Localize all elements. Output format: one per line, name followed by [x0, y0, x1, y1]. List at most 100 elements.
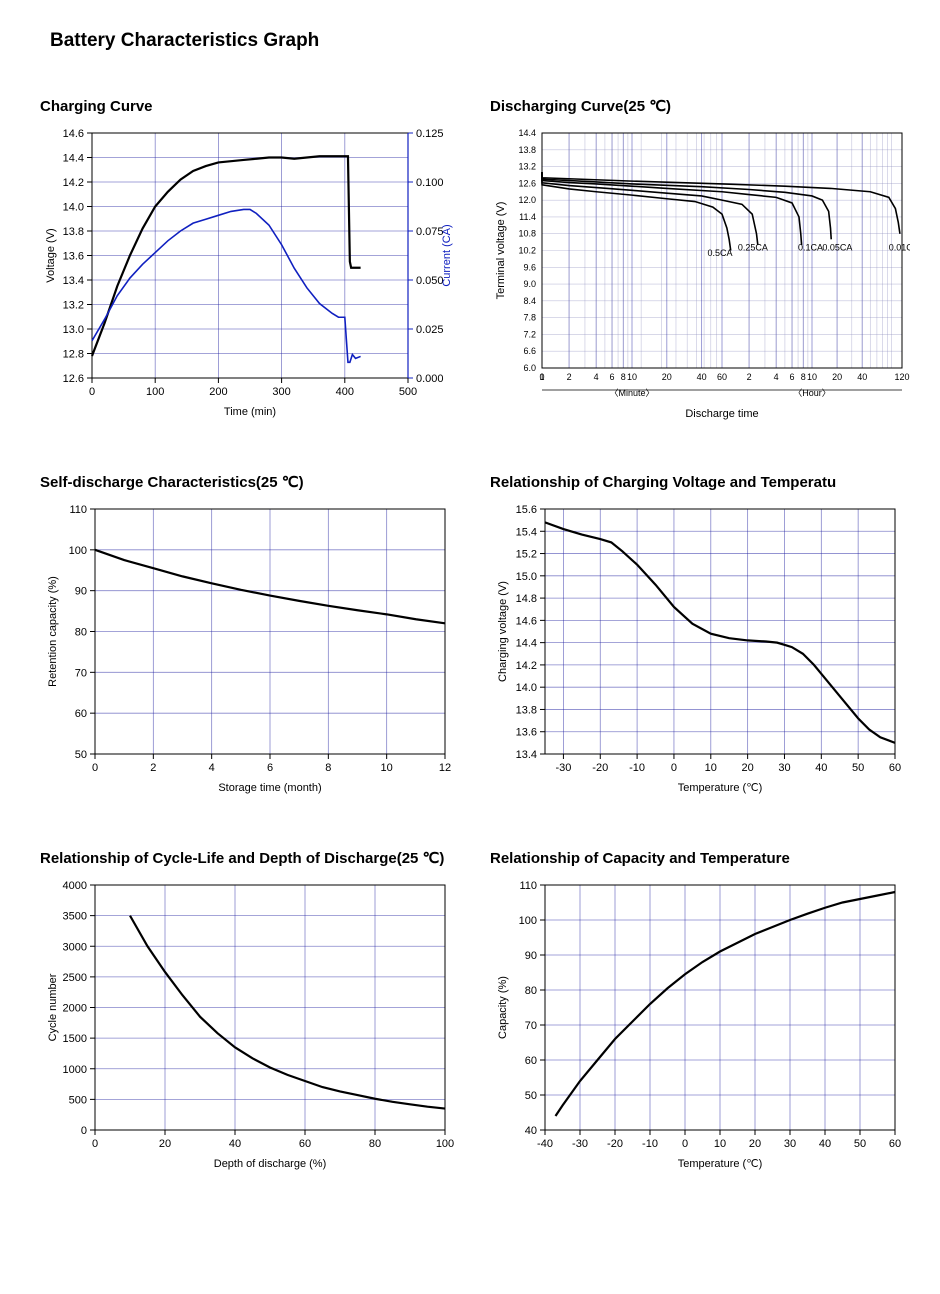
svg-text:10: 10 [705, 762, 717, 774]
svg-text:Time (min): Time (min) [224, 406, 276, 418]
svg-text:10: 10 [381, 762, 393, 774]
svg-text:4: 4 [209, 762, 215, 774]
svg-text:0.05CA: 0.05CA [822, 243, 852, 253]
svg-text:12.8: 12.8 [63, 349, 84, 361]
svg-text:13.2: 13.2 [518, 162, 536, 172]
svg-text:13.6: 13.6 [63, 251, 84, 263]
svg-text:2: 2 [150, 762, 156, 774]
svg-text:8: 8 [325, 762, 331, 774]
svg-text:14.8: 14.8 [516, 593, 537, 605]
svg-text:14.2: 14.2 [516, 660, 537, 672]
chart-grid: Charging Curve 010020030040050012.612.81… [40, 77, 900, 1175]
svg-text:13.0: 13.0 [63, 324, 84, 336]
svg-text:110: 110 [69, 504, 87, 516]
svg-text:7.8: 7.8 [523, 313, 536, 323]
svg-text:0.25CA: 0.25CA [738, 243, 768, 253]
svg-text:0.050: 0.050 [416, 275, 444, 287]
chart-discharging: Discharging Curve(25 ℃) 6.06.67.27.88.49… [490, 77, 910, 423]
svg-text:50: 50 [525, 1090, 537, 1102]
svg-text:400: 400 [336, 386, 354, 398]
svg-text:4000: 4000 [63, 880, 87, 892]
svg-text:2: 2 [567, 372, 572, 382]
svg-text:0: 0 [89, 386, 95, 398]
svg-text:Cycle number: Cycle number [47, 973, 59, 1041]
svg-text:15.4: 15.4 [516, 526, 537, 538]
svg-text:2000: 2000 [63, 1003, 87, 1015]
svg-text:30: 30 [778, 762, 790, 774]
svg-text:40: 40 [525, 1125, 537, 1137]
svg-text:-20: -20 [592, 762, 608, 774]
svg-text:90: 90 [525, 950, 537, 962]
svg-text:90: 90 [75, 586, 87, 598]
svg-text:120: 120 [894, 372, 909, 382]
svg-text:Terminal voltage (V): Terminal voltage (V) [495, 202, 507, 300]
svg-text:15.0: 15.0 [516, 571, 537, 583]
svg-text:80: 80 [369, 1138, 381, 1150]
svg-text:20: 20 [832, 372, 842, 382]
svg-text:60: 60 [299, 1138, 311, 1150]
svg-text:30: 30 [784, 1138, 796, 1150]
svg-text:2500: 2500 [63, 972, 87, 984]
svg-text:6: 6 [790, 372, 795, 382]
svg-text:0: 0 [81, 1125, 87, 1137]
svg-text:0.5CA: 0.5CA [708, 248, 733, 258]
svg-text:3000: 3000 [63, 941, 87, 953]
svg-text:15.6: 15.6 [516, 504, 537, 516]
svg-text:〈Hour〉: 〈Hour〉 [793, 388, 831, 398]
svg-text:Temperature (℃): Temperature (℃) [678, 1158, 763, 1170]
svg-text:11.4: 11.4 [519, 212, 536, 222]
svg-text:Depth of discharge (%): Depth of discharge (%) [214, 1158, 327, 1170]
svg-text:14.0: 14.0 [63, 202, 84, 214]
svg-text:0: 0 [682, 1138, 688, 1150]
svg-text:6.0: 6.0 [523, 363, 536, 373]
svg-text:14.6: 14.6 [516, 615, 537, 627]
svg-text:10: 10 [714, 1138, 726, 1150]
svg-text:80: 80 [525, 985, 537, 997]
svg-text:60: 60 [717, 372, 727, 382]
svg-text:-10: -10 [629, 762, 645, 774]
svg-text:60: 60 [889, 1138, 901, 1150]
svg-text:3500: 3500 [63, 911, 87, 923]
svg-text:-30: -30 [572, 1138, 588, 1150]
chart-title: Discharging Curve(25 ℃) [490, 77, 910, 115]
svg-text:70: 70 [75, 667, 87, 679]
svg-text:10.2: 10.2 [518, 246, 536, 256]
svg-text:12.6: 12.6 [63, 373, 84, 385]
svg-text:Retention capacity (%): Retention capacity (%) [47, 576, 59, 687]
svg-text:20: 20 [742, 762, 754, 774]
svg-text:0.01CA: 0.01CA [889, 243, 910, 253]
svg-text:40: 40 [857, 372, 867, 382]
svg-text:50: 50 [852, 762, 864, 774]
svg-text:0.1CA: 0.1CA [798, 243, 823, 253]
svg-text:Temperature (℃): Temperature (℃) [678, 782, 763, 794]
svg-text:Capacity (%): Capacity (%) [497, 976, 509, 1039]
svg-text:-20: -20 [607, 1138, 623, 1150]
svg-text:0: 0 [92, 1138, 98, 1150]
svg-text:20: 20 [749, 1138, 761, 1150]
chart-title: Relationship of Charging Voltage and Tem… [490, 453, 910, 491]
svg-text:12.6: 12.6 [518, 178, 536, 188]
svg-text:Storage time (month): Storage time (month) [218, 782, 321, 794]
svg-text:0.075: 0.075 [416, 226, 444, 238]
svg-text:100: 100 [146, 386, 164, 398]
svg-text:9.6: 9.6 [523, 262, 536, 272]
svg-text:Discharge time: Discharge time [685, 408, 758, 420]
svg-text:40: 40 [229, 1138, 241, 1150]
svg-text:14.4: 14.4 [516, 638, 537, 650]
svg-text:500: 500 [69, 1094, 87, 1106]
svg-text:1: 1 [539, 372, 544, 382]
svg-text:50: 50 [75, 749, 87, 761]
svg-text:13.6: 13.6 [516, 727, 537, 739]
svg-text:50: 50 [854, 1138, 866, 1150]
svg-text:0.000: 0.000 [416, 373, 444, 385]
svg-text:10: 10 [627, 372, 637, 382]
svg-text:〈Minute〉: 〈Minute〉 [609, 388, 654, 398]
svg-text:100: 100 [436, 1138, 454, 1150]
svg-text:13.2: 13.2 [63, 300, 84, 312]
svg-text:9.0: 9.0 [523, 279, 536, 289]
svg-text:60: 60 [75, 708, 87, 720]
svg-text:10.8: 10.8 [518, 229, 536, 239]
svg-text:7.2: 7.2 [523, 329, 536, 339]
svg-text:60: 60 [889, 762, 901, 774]
svg-text:14.0: 14.0 [516, 682, 537, 694]
